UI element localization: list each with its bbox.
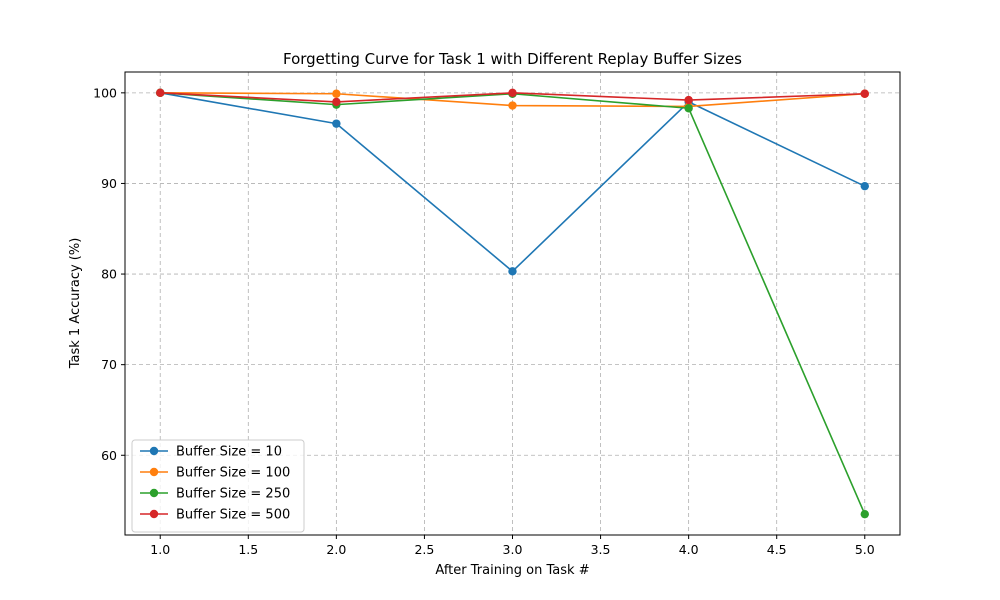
legend-label: Buffer Size = 500 — [176, 508, 290, 523]
legend-item: Buffer Size = 100 — [140, 466, 290, 481]
data-point — [860, 181, 869, 191]
x-tick-label: 5.0 — [855, 542, 875, 557]
legend-item: Buffer Size = 500 — [140, 508, 290, 523]
series-layer — [156, 88, 869, 519]
x-tick-label: 1.0 — [150, 542, 170, 557]
series-3 — [156, 88, 869, 107]
legend-marker — [149, 509, 159, 519]
x-tick-label: 2.0 — [326, 542, 346, 557]
axis-ticks: 1.0 1.5 2.0 2.5 3.0 3.5 4.0 4.5 5.0 60 70 80 90 100 — [93, 85, 875, 557]
y-tick-label: 90 — [101, 176, 117, 191]
legend-item: Buffer Size = 250 — [140, 487, 290, 502]
data-point — [508, 88, 517, 98]
y-tick-label: 70 — [101, 357, 117, 372]
data-point — [684, 95, 693, 105]
x-tick-label: 3.5 — [591, 542, 611, 557]
data-point — [860, 89, 869, 98]
y-tick-label: 100 — [93, 85, 117, 100]
x-tick-label: 2.5 — [414, 542, 434, 557]
x-tick-label: 1.5 — [238, 542, 258, 557]
x-tick-label: 4.0 — [679, 542, 699, 557]
data-point — [508, 267, 517, 276]
legend-label: Buffer Size = 250 — [176, 487, 290, 502]
y-tick-label: 60 — [101, 448, 117, 463]
y-axis-label: Task 1 Accuracy (%) — [68, 238, 83, 370]
data-point — [508, 101, 517, 110]
legend-item: Buffer Size = 10 — [140, 445, 282, 460]
legend-marker — [149, 467, 159, 477]
chart-title: Forgetting Curve for Task 1 with Differe… — [283, 50, 742, 68]
legend-marker — [149, 446, 159, 456]
data-point — [332, 97, 341, 107]
data-point — [860, 509, 869, 519]
data-point — [684, 104, 693, 113]
x-tick-label: 3.0 — [503, 542, 523, 557]
data-point — [332, 119, 341, 128]
data-point — [332, 89, 341, 98]
data-point — [156, 88, 165, 98]
y-tick-label: 80 — [101, 267, 117, 282]
legend-marker — [149, 488, 159, 498]
legend-label: Buffer Size = 10 — [176, 445, 282, 460]
x-axis-label: After Training on Task # — [435, 563, 589, 578]
legend: Buffer Size = 10 Buffer Size = 100 Buffer … — [131, 439, 305, 533]
legend-label: Buffer Size = 100 — [176, 466, 290, 481]
x-tick-label: 4.5 — [767, 542, 787, 557]
legend-box — [131, 439, 305, 533]
